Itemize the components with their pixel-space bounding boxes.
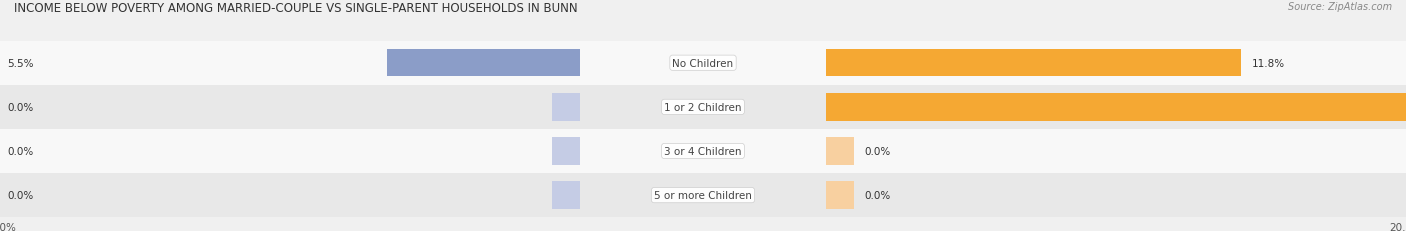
Text: 0.0%: 0.0% xyxy=(7,190,34,200)
Text: No Children: No Children xyxy=(672,58,734,68)
Bar xyxy=(0,42,1406,85)
Text: 1 or 2 Children: 1 or 2 Children xyxy=(664,102,742,112)
Bar xyxy=(0,85,1406,129)
Text: 0.0%: 0.0% xyxy=(865,190,891,200)
Bar xyxy=(827,138,855,165)
Text: 0.0%: 0.0% xyxy=(7,102,34,112)
Text: 5 or more Children: 5 or more Children xyxy=(654,190,752,200)
Bar xyxy=(827,50,1241,77)
Text: 11.8%: 11.8% xyxy=(1251,58,1285,68)
Bar xyxy=(827,94,1406,121)
Bar xyxy=(551,138,581,165)
Text: Source: ZipAtlas.com: Source: ZipAtlas.com xyxy=(1288,2,1392,12)
Text: 5.5%: 5.5% xyxy=(7,58,34,68)
Bar xyxy=(827,182,855,209)
Text: 0.0%: 0.0% xyxy=(7,146,34,156)
Bar xyxy=(387,50,581,77)
Text: INCOME BELOW POVERTY AMONG MARRIED-COUPLE VS SINGLE-PARENT HOUSEHOLDS IN BUNN: INCOME BELOW POVERTY AMONG MARRIED-COUPL… xyxy=(14,2,578,15)
Text: 0.0%: 0.0% xyxy=(865,146,891,156)
Bar xyxy=(551,182,581,209)
Bar xyxy=(551,94,581,121)
Bar xyxy=(0,129,1406,173)
Bar xyxy=(0,173,1406,217)
Text: 3 or 4 Children: 3 or 4 Children xyxy=(664,146,742,156)
